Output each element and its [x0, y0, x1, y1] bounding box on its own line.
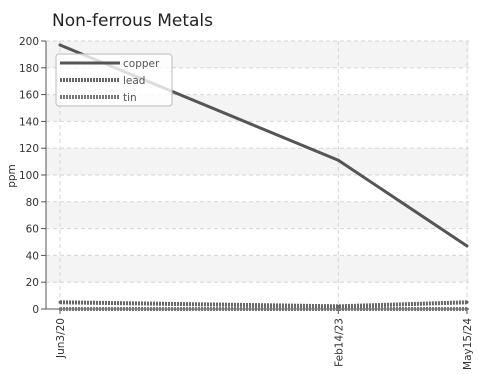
plot-band — [46, 255, 469, 283]
plot-band — [46, 148, 469, 175]
legend[interactable]: copper lead tin — [55, 53, 173, 107]
data-point-tin — [58, 307, 62, 311]
data-point-copper — [58, 43, 62, 47]
y-tick-label: 160 — [19, 90, 39, 102]
y-tick-label: 80 — [26, 197, 39, 209]
y-tick-label: 180 — [19, 63, 39, 75]
y-axis-label: ppm — [6, 164, 18, 188]
plot-band — [46, 201, 469, 229]
y-tick-label: 40 — [26, 250, 39, 262]
x-tick-label: May15/24 — [462, 318, 474, 370]
y-tick-label: 20 — [26, 277, 39, 289]
y-tick-label: 60 — [26, 224, 39, 236]
y-tick-label: 140 — [19, 116, 39, 128]
y-tick-label: 120 — [19, 143, 39, 155]
y-tick-label: 0 — [32, 304, 39, 316]
data-point-copper — [465, 244, 469, 248]
x-tick-label: Feb14/23 — [333, 318, 345, 367]
legend-label-lead: lead — [123, 75, 145, 87]
y-tick-label: 100 — [19, 170, 39, 182]
y-tick-labels: 0 20 40 60 80 100 120 140 160 180 200 — [19, 36, 46, 316]
data-point-tin — [465, 307, 469, 311]
data-point-lead — [58, 300, 62, 304]
chart-title: Non-ferrous Metals — [52, 11, 213, 31]
legend-label-tin: tin — [123, 92, 137, 104]
y-tick-label: 200 — [19, 36, 39, 48]
data-point-lead — [336, 304, 340, 308]
data-point-copper — [336, 158, 340, 162]
x-tick-label: Jun3/20 — [55, 318, 67, 359]
data-point-lead — [465, 300, 469, 304]
x-tick-labels: Jun3/20 Feb14/23 May15/24 — [55, 309, 474, 370]
series-line-lead — [59, 300, 468, 309]
legend-label-copper: copper — [123, 58, 160, 70]
